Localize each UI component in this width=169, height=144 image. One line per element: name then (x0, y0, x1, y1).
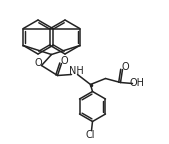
Text: OH: OH (130, 77, 145, 88)
Text: O: O (61, 56, 68, 67)
Text: O: O (35, 58, 42, 69)
Text: Cl: Cl (86, 129, 95, 140)
Text: NH: NH (69, 67, 84, 76)
Text: O: O (122, 62, 129, 72)
